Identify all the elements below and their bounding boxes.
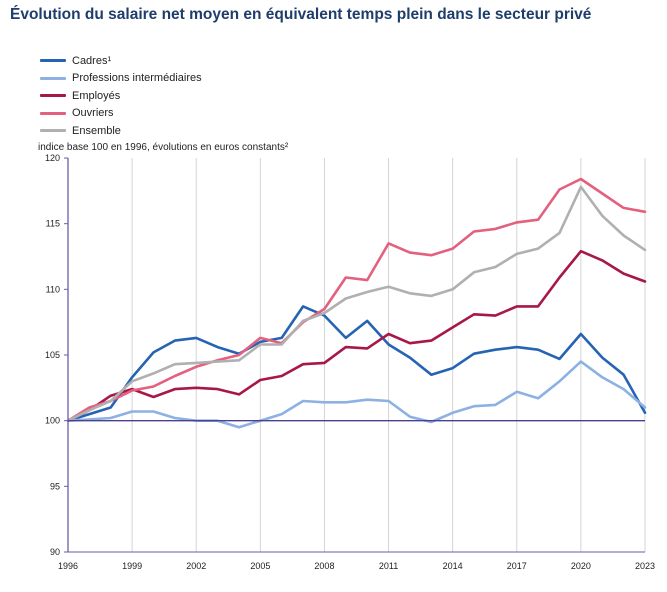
x-tick-label-2023: 2023 bbox=[635, 561, 655, 571]
chart-title: Évolution du salaire net moyen en équiva… bbox=[10, 6, 592, 23]
x-tick-label-2020: 2020 bbox=[571, 561, 591, 571]
legend-swatch-ensemble bbox=[40, 129, 66, 133]
legend-swatch-ouvriers bbox=[40, 111, 66, 115]
legend-item-employes: Employés bbox=[40, 87, 202, 105]
y-tick-label-120: 120 bbox=[45, 153, 60, 163]
x-tick-label-1999: 1999 bbox=[122, 561, 142, 571]
x-tick-label-2005: 2005 bbox=[250, 561, 270, 571]
legend-label-cadres: Cadres¹ bbox=[72, 54, 112, 67]
series-line-2 bbox=[66, 249, 647, 423]
x-tick-label-1996: 1996 bbox=[58, 561, 78, 571]
series-line-0 bbox=[66, 305, 647, 423]
legend-item-ensemble: Ensemble bbox=[40, 122, 202, 140]
y-tick-label-100: 100 bbox=[45, 416, 60, 426]
legend-swatch-employes bbox=[40, 94, 66, 98]
legend-swatch-professions-intermediaires bbox=[40, 76, 66, 80]
series-line-3 bbox=[66, 177, 647, 423]
series-line-1 bbox=[66, 360, 647, 429]
y-tick-label-110: 110 bbox=[46, 284, 60, 294]
legend-item-professions-intermediaires: Professions intermédiaires bbox=[40, 70, 202, 88]
x-tick-label-2017: 2017 bbox=[507, 561, 527, 571]
y-tick-label-95: 95 bbox=[50, 481, 60, 491]
legend-label-ensemble: Ensemble bbox=[72, 124, 121, 137]
legend-swatch-cadres bbox=[40, 59, 66, 63]
x-tick-label-2008: 2008 bbox=[314, 561, 334, 571]
axis-layer: 1996 1999 2002 2005 2008 2011 2014 2017 2020 2023… bbox=[45, 153, 655, 571]
x-tick-label-2014: 2014 bbox=[443, 561, 463, 571]
y-tick-label-90: 90 bbox=[50, 547, 60, 557]
legend-item-ouvriers: Ouvriers bbox=[40, 105, 202, 123]
y-axis-unit-label: indice base 100 en 1996, évolutions en e… bbox=[38, 142, 289, 153]
legend-item-cadres: Cadres¹ bbox=[40, 52, 202, 70]
x-tick-label-2011: 2011 bbox=[379, 561, 398, 571]
y-tick-label-115: 115 bbox=[46, 219, 60, 229]
legend-label-professions-intermediaires: Professions intermédiaires bbox=[72, 72, 202, 85]
series-layer bbox=[66, 177, 647, 429]
x-tick-label-2002: 2002 bbox=[186, 561, 206, 571]
series-line-4 bbox=[66, 185, 647, 423]
legend-label-ouvriers: Ouvriers bbox=[72, 107, 114, 120]
legend-label-employes: Employés bbox=[72, 89, 121, 102]
y-tick-label-105: 105 bbox=[45, 350, 60, 360]
chart-legend: Cadres¹ Professions intermédiaires Emplo… bbox=[40, 52, 202, 140]
